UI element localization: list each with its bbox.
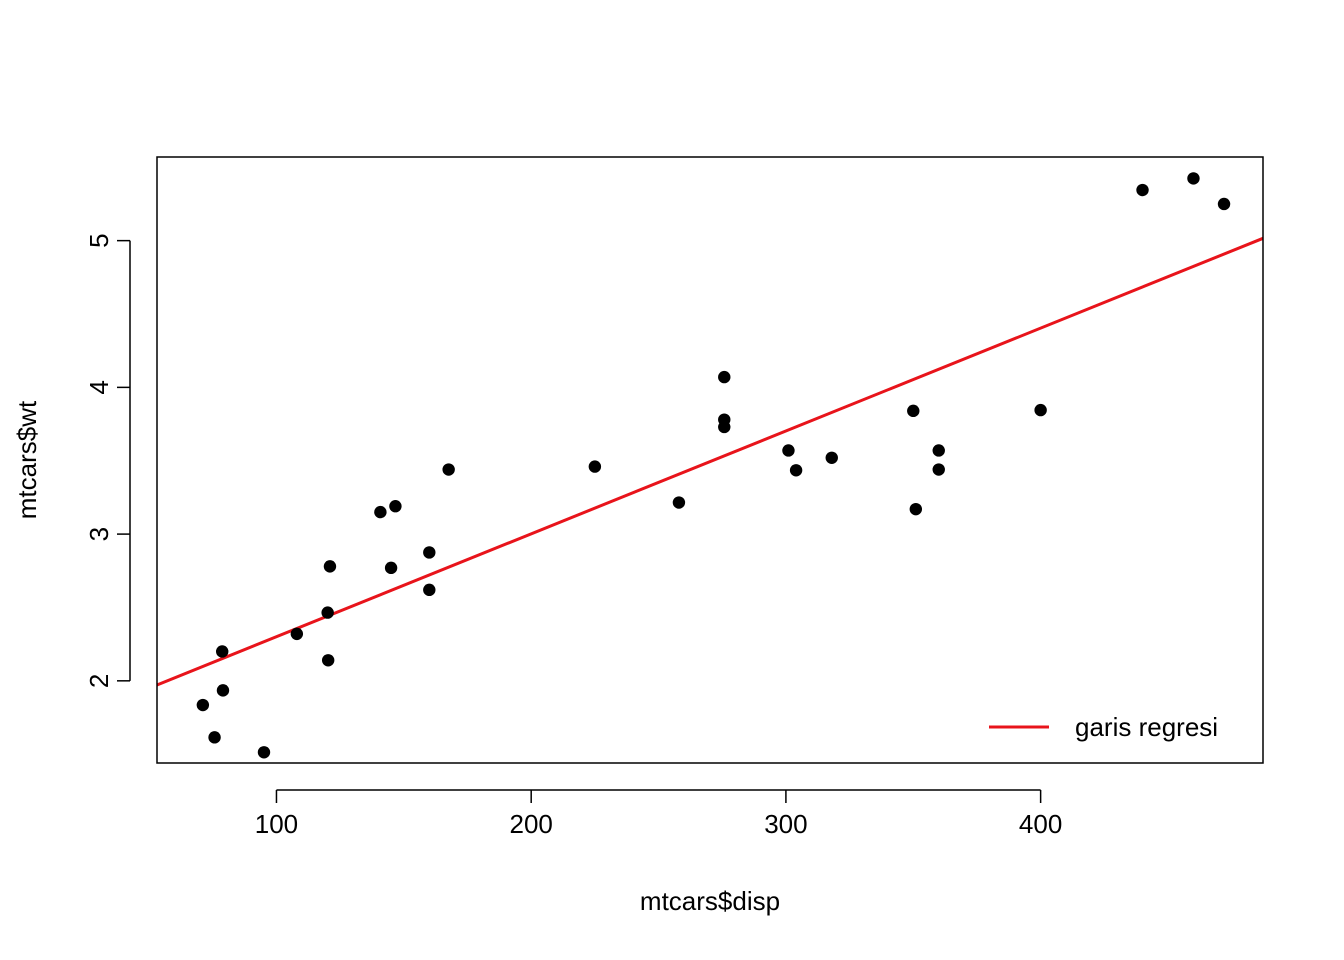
legend: garis regresi: [989, 712, 1218, 742]
data-point: [672, 496, 686, 509]
data-point: [257, 746, 271, 759]
data-point: [389, 500, 402, 513]
data-point: [1217, 197, 1231, 211]
x-tick-label: 200: [509, 809, 552, 839]
data-point: [789, 464, 803, 477]
data-point: [588, 460, 602, 473]
y-tick-label: 5: [84, 233, 114, 247]
regression-line: [157, 236, 1263, 687]
data-point: [208, 731, 221, 744]
data-point: [216, 645, 229, 658]
data-point: [825, 451, 838, 464]
points-layer: [196, 172, 1231, 759]
data-point: [374, 505, 387, 519]
plot-box: [156, 156, 1264, 764]
data-point: [909, 502, 923, 516]
y-axis-label: mtcars$wt: [12, 400, 42, 519]
data-point: [782, 444, 795, 457]
data-point: [321, 654, 335, 667]
data-point: [1187, 172, 1200, 185]
data-point: [1136, 183, 1149, 197]
data-point: [932, 463, 945, 476]
x-tick-label: 400: [1019, 809, 1062, 839]
data-point: [423, 583, 436, 597]
data-point: [718, 370, 731, 384]
x-axis-label: mtcars$disp: [640, 886, 780, 916]
data-point: [290, 627, 304, 641]
x-tick-label: 100: [255, 809, 298, 839]
data-point: [384, 561, 398, 575]
data-point: [932, 444, 945, 457]
x-tick-label: 300: [764, 809, 807, 839]
y-tick-label: 2: [84, 674, 114, 688]
y-tick-label: 4: [84, 380, 114, 394]
y-tick-label: 3: [84, 527, 114, 541]
data-point: [323, 560, 337, 573]
axes: 100 200 300 400 2 3 4 5: [84, 233, 1062, 839]
data-point: [321, 606, 334, 619]
regression-layer: [157, 236, 1263, 687]
data-point: [196, 698, 210, 712]
data-point: [1034, 403, 1047, 417]
data-point: [907, 404, 920, 418]
data-point: [216, 684, 230, 697]
data-point: [423, 546, 436, 559]
data-point: [718, 413, 731, 426]
data-point: [442, 463, 455, 476]
legend-label: garis regresi: [1075, 712, 1218, 742]
